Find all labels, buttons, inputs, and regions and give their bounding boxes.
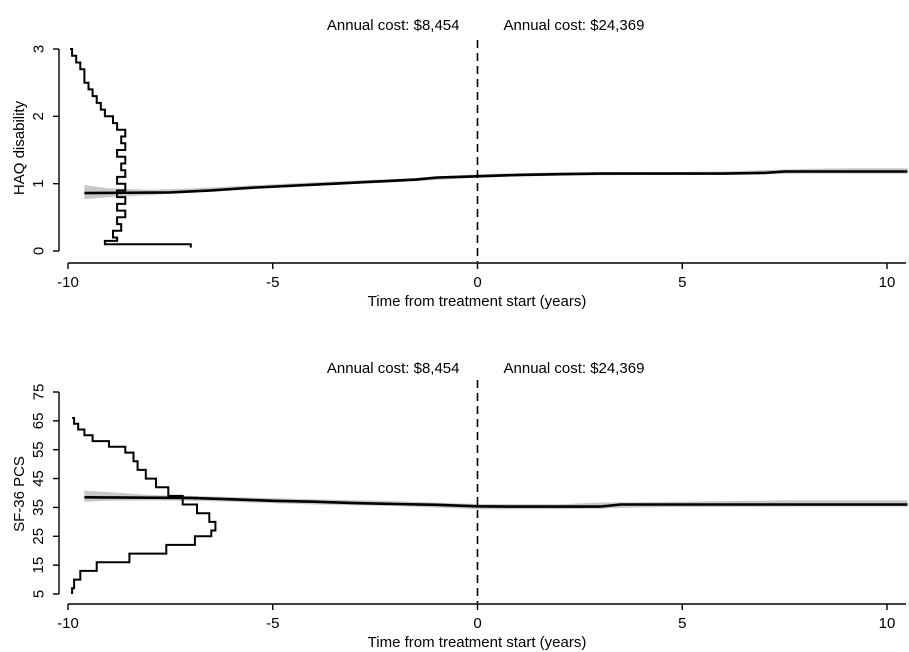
x-tick-label: -10 <box>57 615 79 632</box>
y-tick-label: 5 <box>30 590 47 598</box>
y-tick-label: 0 <box>30 247 47 255</box>
x-tick-label: 10 <box>879 615 896 632</box>
y-tick-label: 1 <box>30 179 47 187</box>
y-tick-label: 65 <box>30 413 47 430</box>
x-tick-label: -10 <box>57 274 79 291</box>
x-tick-label: 5 <box>678 615 686 632</box>
x-axis-label: Time from treatment start (years) <box>368 293 587 310</box>
annotation-cost-before: Annual cost: $8,454 <box>327 17 460 34</box>
x-tick-label: -5 <box>266 274 279 291</box>
panel-sf36: -10 -5 0 5 10 Time from treatment start (year… <box>11 360 908 651</box>
x-tick-label: -5 <box>266 615 279 632</box>
confidence-band <box>84 168 908 200</box>
y-tick-label: 2 <box>30 112 47 120</box>
y-tick-label: 75 <box>30 384 47 401</box>
y-tick-label: 3 <box>30 45 47 53</box>
y-tick-label: 15 <box>30 557 47 574</box>
x-tick-label: 10 <box>879 274 896 291</box>
annotation-cost-after: Annual cost: $24,369 <box>504 17 645 34</box>
y-tick-label: 55 <box>30 441 47 458</box>
y-tick-label: 25 <box>30 528 47 545</box>
y-tick-label: 35 <box>30 499 47 516</box>
mean-trend-line <box>84 496 908 508</box>
y-tick-label: 45 <box>30 470 47 487</box>
y-axis-label: HAQ disability <box>11 100 28 195</box>
x-tick-label: 0 <box>473 274 481 291</box>
x-tick-label: 5 <box>678 274 686 291</box>
baseline-distribution <box>71 417 217 594</box>
x-tick-label: 0 <box>473 615 481 632</box>
annotation-cost-after: Annual cost: $24,369 <box>504 360 645 377</box>
y-axis-label: SF-36 PCS <box>11 456 28 532</box>
baseline-distribution <box>70 48 192 248</box>
mean-trend-line <box>84 170 908 195</box>
x-axis-label: Time from treatment start (years) <box>368 634 587 651</box>
annotation-cost-before: Annual cost: $8,454 <box>327 360 460 377</box>
